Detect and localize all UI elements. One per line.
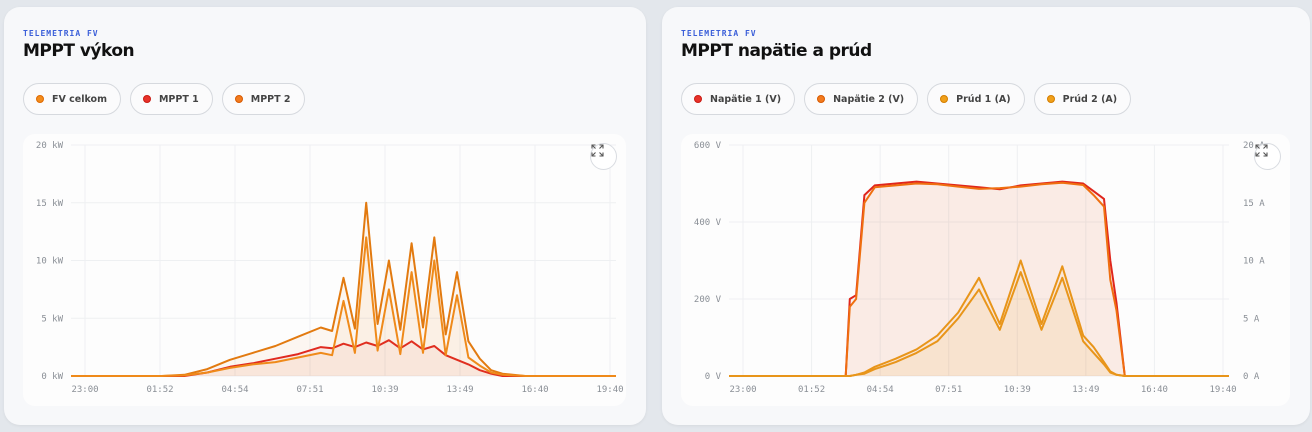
legend-dot — [234, 95, 243, 103]
y-tick-label: 15 kW — [36, 199, 64, 209]
series-line — [71, 201, 616, 377]
x-tick-label: 16:40 — [521, 385, 548, 395]
x-tick-label: 07:51 — [296, 385, 323, 395]
x-tick-label: 04:54 — [221, 385, 248, 395]
y-right-tick-label: 0 A — [1243, 372, 1260, 382]
x-tick-label: 16:40 — [1141, 385, 1168, 395]
x-tick-label: 04:54 — [867, 385, 894, 395]
x-tick-label: 19:40 — [596, 385, 623, 395]
y-tick-label: 10 kW — [36, 257, 64, 267]
legend: FV celkom MPPT 1 MPPT 2 — [23, 83, 305, 115]
series-area — [71, 237, 616, 376]
series-line — [729, 271, 1229, 377]
x-tick-label: 01:52 — [798, 385, 825, 395]
x-tick-label: 19:40 — [1209, 385, 1236, 395]
y-right-tick-label: 15 A — [1243, 199, 1265, 209]
x-tick-label: 13:49 — [1072, 385, 1099, 395]
voltage-current-chart-svg: 0 V 200 V 400 V 600 V 0 A 5 A 10 A 15 A 20 A 23:0… — [694, 141, 1265, 395]
y-tick-label: 20 kW — [36, 141, 64, 151]
legend-chip-current1[interactable]: Prúd 1 (A) — [927, 83, 1025, 115]
voltage-current-chart: 0 V 200 V 400 V 600 V 0 A 5 A 10 A 15 A 20 A 23:0… — [681, 134, 1290, 406]
expand-icon — [591, 144, 604, 157]
y-right-tick-label: 5 A — [1243, 314, 1260, 324]
mppt-power-card: TELEMETRIA FV MPPT výkon FV celkom MPPT … — [4, 7, 646, 425]
x-tick-label: 07:51 — [935, 385, 962, 395]
y-right-tick-label: 10 A — [1243, 257, 1265, 267]
legend-label: MPPT 1 — [158, 93, 199, 105]
x-tick-label: 23:00 — [729, 385, 756, 395]
card-title: MPPT napätie a prúd — [681, 41, 872, 61]
legend-chip-voltage2[interactable]: Napätie 2 (V) — [804, 83, 919, 115]
power-chart: 0 kW 5 kW 10 kW 15 kW 20 kW 23:00 01:52 04:54 07… — [23, 134, 626, 406]
y-tick-label: 0 kW — [41, 372, 63, 382]
legend-dot — [1046, 95, 1055, 103]
y-tick-label: 400 V — [694, 218, 722, 228]
legend-dot — [694, 95, 702, 103]
x-tick-label: 01:52 — [146, 385, 173, 395]
expand-button[interactable] — [1254, 143, 1281, 170]
series-area — [71, 202, 616, 376]
mppt-voltage-current-card: TELEMETRIA FV MPPT napätie a prúd Napäti… — [662, 7, 1310, 425]
legend: Napätie 1 (V) Napätie 2 (V) Prúd 1 (A) P… — [681, 83, 1132, 115]
legend-label: Napätie 1 (V) — [710, 93, 782, 105]
legend-chip-mppt1[interactable]: MPPT 1 — [129, 83, 213, 115]
legend-dot — [817, 95, 826, 103]
series-area — [729, 260, 1229, 376]
legend-chip-current2[interactable]: Prúd 2 (A) — [1033, 83, 1132, 115]
series-area — [71, 340, 616, 376]
x-tick-label: 10:39 — [1004, 385, 1031, 395]
y-tick-label: 0 V — [705, 372, 722, 382]
power-chart-svg: 0 kW 5 kW 10 kW 15 kW 20 kW 23:00 01:52 04:54 07… — [36, 141, 624, 395]
legend-dot — [142, 95, 151, 103]
x-tick-label: 13:49 — [446, 385, 473, 395]
series-area — [729, 272, 1229, 376]
card-eyebrow: TELEMETRIA FV — [23, 29, 99, 38]
legend-label: Napätie 2 (V) — [833, 93, 905, 105]
series-line — [71, 236, 616, 377]
x-tick-label: 23:00 — [71, 385, 98, 395]
legend-chip-fv-total[interactable]: FV celkom — [23, 83, 121, 115]
legend-dot — [940, 95, 949, 103]
series-line — [729, 181, 1229, 377]
expand-button[interactable] — [590, 143, 617, 170]
expand-icon — [1255, 144, 1268, 157]
y-right-tick-label: 20 A — [1243, 141, 1265, 151]
legend-chip-mppt2[interactable]: MPPT 2 — [221, 83, 305, 115]
card-eyebrow: TELEMETRIA FV — [681, 29, 757, 38]
y-tick-label: 200 V — [694, 295, 722, 305]
x-tick-label: 10:39 — [371, 385, 398, 395]
legend-label: FV celkom — [52, 93, 107, 105]
y-tick-label: 5 kW — [41, 314, 63, 324]
legend-dot — [36, 95, 44, 103]
legend-label: Prúd 2 (A) — [1062, 93, 1118, 105]
legend-chip-voltage1[interactable]: Napätie 1 (V) — [681, 83, 796, 115]
y-tick-label: 600 V — [694, 141, 722, 151]
legend-label: MPPT 2 — [250, 93, 291, 105]
card-title: MPPT výkon — [23, 41, 135, 61]
legend-label: Prúd 1 (A) — [956, 93, 1011, 105]
